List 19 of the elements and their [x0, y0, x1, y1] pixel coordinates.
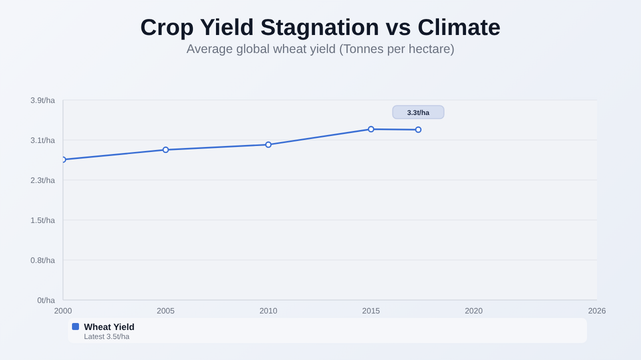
chart-title: Crop Yield Stagnation vs Climate [139, 14, 502, 41]
x-tick-label: 2010 [259, 306, 278, 316]
y-tick-label: 3.9t/ha [30, 96, 56, 105]
point [162, 146, 169, 154]
x-tick-label: 2005 [156, 306, 176, 316]
y-tick-label: 0t/ha [37, 296, 56, 305]
y-tick-label: 2.3t/ha [30, 176, 56, 185]
y-tick-label: 0.8t/ha [30, 256, 56, 265]
x-tick-label: 2026 [588, 306, 606, 316]
x-tick-label: 2015 [362, 306, 381, 316]
y-tick-label: 3.1t/ha [30, 136, 56, 145]
y-tick-label: 1.5t/ha [30, 216, 56, 225]
point [265, 141, 272, 148]
x-tick-label: 2000 [54, 306, 72, 316]
point [415, 126, 422, 133]
x-tick-label: 2020 [464, 306, 484, 316]
chart-subtitle: Average global wheat yield (Tonnes per hectare) [186, 42, 456, 56]
point [368, 126, 374, 132]
legend-label: Wheat Yield [84, 322, 135, 332]
